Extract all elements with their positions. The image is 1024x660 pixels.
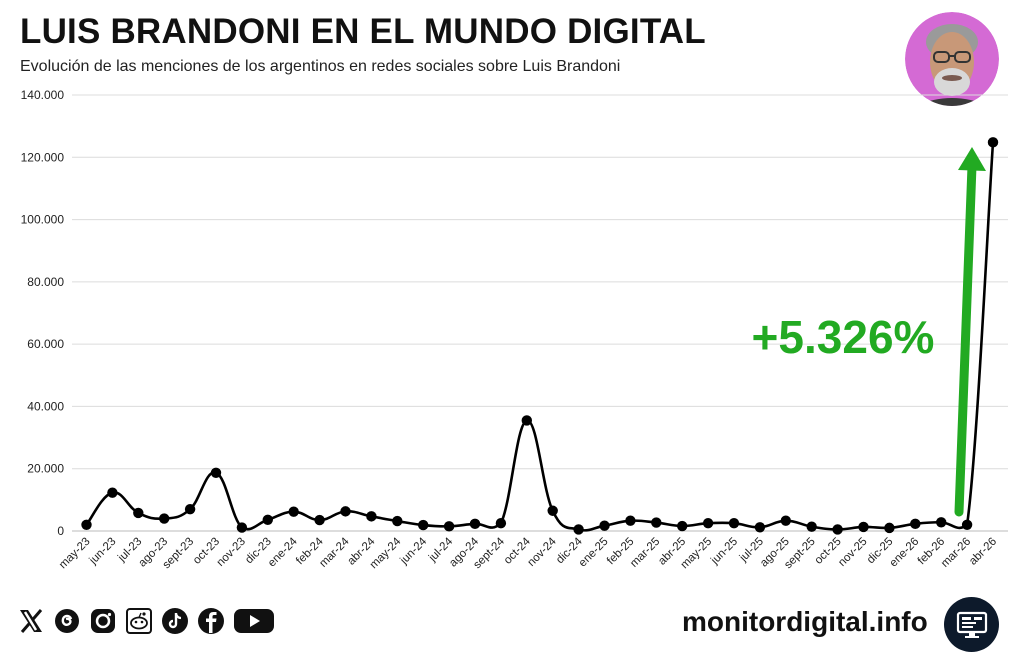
data-point (599, 520, 610, 531)
x-axis-ticks: may-23jun-23jul-23ago-23sept-23oct-23nov… (57, 535, 999, 571)
y-tick-label: 100.000 (21, 213, 65, 227)
page-title: LUIS BRANDONI EN EL MUNDO DIGITAL (20, 12, 706, 51)
data-point (547, 505, 558, 516)
data-point (987, 137, 999, 148)
data-point (314, 514, 325, 526)
data-point (832, 524, 843, 535)
x-tick-label: jun-24 (398, 535, 430, 567)
data-point (107, 487, 118, 498)
data-point (961, 519, 973, 530)
x-tick-label: ene-25 (577, 536, 611, 570)
x-tick-label: mar-25 (628, 536, 662, 570)
y-tick-label: 40.000 (27, 399, 64, 413)
y-tick-label: 0 (57, 524, 64, 538)
data-point (366, 511, 377, 522)
data-point (728, 518, 740, 529)
facebook-icon[interactable] (196, 606, 226, 636)
x-tick-label: mar-24 (317, 535, 352, 570)
data-point (521, 415, 532, 426)
data-point (936, 517, 947, 528)
data-point (340, 506, 351, 517)
data-point (133, 507, 144, 519)
data-point (159, 513, 170, 524)
x-tick-label: nov-24 (525, 535, 559, 569)
data-point (81, 519, 92, 530)
data-point (677, 520, 688, 532)
monitor-logo-icon (944, 597, 999, 652)
growth-arrow (954, 147, 986, 517)
data-point (418, 519, 429, 531)
data-point (910, 518, 921, 530)
data-point (236, 522, 248, 533)
data-point (754, 522, 766, 533)
line-chart: 0 20.000 40.000 60.000 80.000 100.000 120.000 1… (21, 88, 1008, 571)
data-point (262, 514, 273, 525)
reddit-icon[interactable] (124, 606, 154, 636)
y-tick-label: 20.000 (27, 462, 64, 476)
y-tick-label: 120.000 (21, 150, 65, 164)
data-point (858, 521, 869, 533)
data-point (625, 515, 636, 526)
x-tick-label: nov-23 (215, 536, 248, 569)
y-tick-label: 60.000 (27, 337, 64, 351)
data-point (495, 518, 507, 529)
avatar (905, 12, 999, 106)
x-tick-label: jun-23 (87, 536, 119, 568)
x-tick-label: ene-24 (266, 535, 300, 569)
x-tick-label: ene-26 (888, 536, 922, 570)
x-tick-label: jun-25 (708, 536, 740, 568)
x-tick-label: abr-26 (967, 536, 999, 568)
data-point (806, 521, 817, 532)
data-point (392, 515, 403, 527)
youtube-icon[interactable] (232, 606, 276, 636)
data-point (573, 524, 584, 535)
data-point (210, 467, 222, 478)
x-tick-label: mar-26 (939, 536, 973, 570)
data-point (184, 504, 196, 515)
threads-icon[interactable] (52, 606, 82, 636)
x-tick-label: may-23 (57, 536, 93, 572)
data-point (780, 515, 791, 526)
data-point (469, 518, 481, 530)
grid-layer (72, 94, 1008, 532)
data-point (443, 521, 455, 532)
y-tick-label: 140.000 (21, 88, 65, 102)
tiktok-icon[interactable] (160, 606, 190, 636)
x-tick-label: nov-25 (836, 536, 869, 569)
data-point (702, 518, 714, 529)
data-points (81, 137, 999, 535)
page-subtitle: Evolución de las menciones de los argent… (20, 58, 621, 75)
data-point (884, 522, 895, 534)
instagram-icon[interactable] (88, 606, 118, 636)
y-tick-label: 80.000 (27, 275, 64, 289)
social-icons (16, 606, 276, 636)
y-axis-ticks: 0 20.000 40.000 60.000 80.000 100.000 120.000 1… (21, 88, 65, 538)
x-icon[interactable] (16, 606, 46, 636)
growth-percentage: +5.326% (752, 311, 935, 363)
data-point (288, 506, 299, 517)
data-point (651, 517, 662, 528)
brand-name: monitordigital.info (682, 606, 928, 637)
